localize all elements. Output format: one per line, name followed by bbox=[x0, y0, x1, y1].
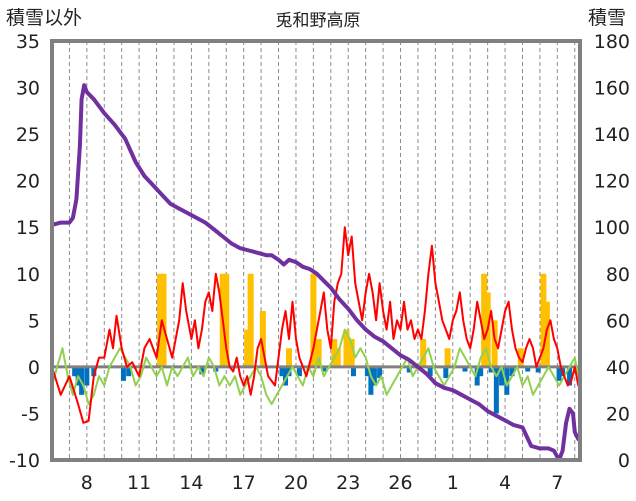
negative-bar bbox=[474, 366, 480, 386]
negative-bar bbox=[509, 366, 515, 377]
negative-bar bbox=[427, 366, 433, 377]
sunshine-bar bbox=[247, 273, 254, 367]
right-tick-label: 140 bbox=[594, 124, 630, 146]
sunshine-bar bbox=[310, 273, 317, 367]
negative-bar bbox=[535, 366, 541, 373]
negative-bar bbox=[443, 366, 449, 379]
sunshine-bar bbox=[481, 273, 488, 367]
sunshine-bar bbox=[223, 273, 230, 367]
min-temp-line bbox=[51, 328, 580, 406]
sunshine-bar bbox=[244, 329, 251, 367]
negative-bar bbox=[91, 366, 97, 377]
right-tick-label: 80 bbox=[606, 264, 630, 286]
negative-bar bbox=[462, 366, 468, 372]
negative-bar bbox=[126, 366, 132, 377]
negative-bar bbox=[364, 366, 370, 377]
x-tick-label: 23 bbox=[336, 472, 360, 494]
right-tick-labels: 180 160 140 120 100 80 60 40 20 0 bbox=[594, 31, 630, 472]
sunshine-bar bbox=[491, 320, 498, 367]
left-tick-label: 20 bbox=[16, 171, 40, 193]
x-tick-labels: 8 11 14 17 20 23 26 1 4 7 bbox=[81, 472, 564, 494]
negative-bar bbox=[493, 366, 499, 414]
min-temp-series bbox=[51, 328, 580, 406]
snow-depth-line bbox=[50, 83, 581, 462]
right-tick-label: 0 bbox=[618, 450, 630, 472]
negative-bar bbox=[279, 366, 285, 377]
sunshine-bar bbox=[420, 338, 427, 367]
negative-bar bbox=[321, 366, 327, 372]
right-tick-label: 40 bbox=[606, 357, 630, 379]
left-tick-label: 35 bbox=[16, 31, 40, 53]
negative-bar bbox=[504, 366, 510, 395]
sunshine-bar bbox=[517, 348, 524, 367]
chart-title: 兎和野高原 bbox=[276, 11, 361, 31]
negative-bar bbox=[525, 366, 531, 372]
negative-bar bbox=[478, 366, 484, 377]
negative-bar bbox=[350, 366, 356, 377]
sunshine-bar bbox=[157, 273, 164, 367]
negative-bar bbox=[567, 366, 573, 386]
negative-bar bbox=[371, 366, 377, 386]
snow-depth-series bbox=[50, 83, 581, 462]
left-tick-label: 5 bbox=[28, 310, 40, 332]
right-tick-label: 60 bbox=[606, 310, 630, 332]
left-tick-label: 0 bbox=[28, 357, 40, 379]
x-tick-label: 4 bbox=[499, 472, 511, 494]
sunshine-bar bbox=[348, 338, 355, 367]
sunshine-bar bbox=[259, 311, 266, 367]
right-tick-label: 120 bbox=[594, 171, 630, 193]
negative-bar bbox=[72, 366, 78, 377]
negative-bar bbox=[488, 366, 494, 373]
left-tick-label: 10 bbox=[16, 264, 40, 286]
sunshine-bar bbox=[343, 329, 350, 367]
left-tick-label: -5 bbox=[21, 403, 40, 425]
sunshine-bar bbox=[540, 273, 547, 367]
sunshine-bar bbox=[444, 348, 451, 367]
right-tick-label: 180 bbox=[594, 31, 630, 53]
x-tick-label: 1 bbox=[447, 472, 459, 494]
negative-bar bbox=[120, 366, 126, 381]
x-tick-label: 8 bbox=[81, 472, 93, 494]
sunshine-bar bbox=[315, 338, 322, 367]
left-tick-label: 15 bbox=[16, 217, 40, 239]
max-temp-series bbox=[51, 226, 580, 424]
left-tick-labels: 35 30 25 20 15 10 5 0 -5 -10 bbox=[9, 31, 40, 472]
negative-bar bbox=[377, 366, 383, 379]
x-tick-label: 17 bbox=[232, 472, 256, 494]
negative-bar bbox=[556, 366, 562, 381]
right-tick-label: 20 bbox=[606, 403, 630, 425]
negative-bar bbox=[283, 366, 289, 386]
negative-bar bbox=[368, 366, 374, 395]
x-grid bbox=[68, 41, 576, 460]
left-tick-label: -10 bbox=[9, 450, 40, 472]
x-tick-label: 14 bbox=[179, 472, 203, 494]
negative-bar bbox=[213, 366, 219, 372]
negative-bar bbox=[406, 366, 412, 373]
right-tick-label: 100 bbox=[594, 217, 630, 239]
left-tick-label: 25 bbox=[16, 124, 40, 146]
right-tick-label: 160 bbox=[594, 78, 630, 100]
sunshine-bar bbox=[331, 338, 338, 367]
negative-bar bbox=[499, 366, 505, 386]
sunshine-bar bbox=[160, 273, 167, 367]
negative-bar bbox=[296, 366, 302, 377]
x-tick-label: 11 bbox=[127, 472, 151, 494]
x-tick-label: 20 bbox=[284, 472, 308, 494]
x-tick-label: 26 bbox=[388, 472, 412, 494]
x-tick-label: 7 bbox=[551, 472, 563, 494]
plot-frame bbox=[50, 39, 582, 462]
max-temp-line bbox=[51, 226, 580, 424]
sunshine-bar bbox=[285, 348, 292, 367]
sunshine-bar bbox=[334, 348, 341, 367]
negative-bar bbox=[84, 366, 90, 386]
left-tick-label: 30 bbox=[16, 78, 40, 100]
left-axis-label: 積雪以外 bbox=[6, 7, 82, 29]
negative-bar bbox=[199, 366, 205, 375]
right-axis-label: 積雪 bbox=[588, 7, 626, 29]
